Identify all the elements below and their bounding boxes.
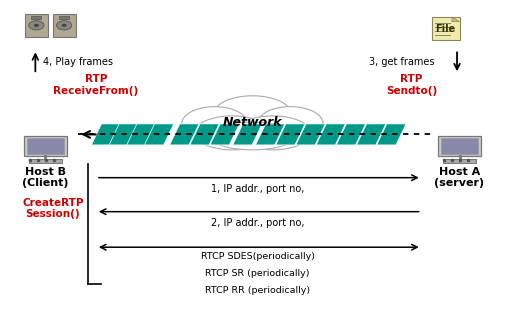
Bar [59, 16, 69, 19]
Bar [441, 138, 478, 154]
Polygon shape [316, 124, 345, 145]
Polygon shape [336, 124, 366, 145]
Polygon shape [190, 124, 219, 145]
Text: RTCP SDES(periodically): RTCP SDES(periodically) [200, 252, 315, 261]
Bar [31, 16, 41, 19]
Text: Host A
(server): Host A (server) [434, 167, 485, 188]
Circle shape [62, 24, 67, 27]
Polygon shape [109, 124, 138, 145]
Circle shape [57, 21, 72, 30]
Text: 2, IP addr., port no,: 2, IP addr., port no, [211, 218, 305, 228]
Polygon shape [256, 124, 285, 145]
Bar [27, 138, 64, 154]
Polygon shape [276, 124, 305, 145]
Text: 4, Play frames: 4, Play frames [43, 57, 113, 67]
Circle shape [29, 21, 44, 30]
Bar [25, 14, 48, 37]
Text: File: File [435, 23, 456, 34]
Bar [443, 159, 476, 163]
Polygon shape [296, 124, 325, 145]
Ellipse shape [258, 107, 323, 141]
Polygon shape [452, 17, 460, 22]
Text: Network: Network [223, 116, 282, 129]
Bar [29, 159, 62, 163]
Polygon shape [233, 124, 262, 145]
Text: RTP
Sendto(): RTP Sendto() [386, 74, 437, 96]
Text: RTCP RR (periodically): RTCP RR (periodically) [205, 286, 310, 295]
Bar [24, 136, 67, 156]
Text: 3, get frames: 3, get frames [369, 57, 434, 67]
Polygon shape [91, 124, 121, 145]
Text: CreateRTP
Session(): CreateRTP Session() [22, 198, 84, 219]
Ellipse shape [194, 116, 270, 150]
Bar [438, 136, 481, 156]
Polygon shape [170, 124, 199, 145]
Bar [53, 14, 76, 37]
Polygon shape [357, 124, 386, 145]
Ellipse shape [182, 107, 247, 141]
Text: RTP
ReceiveFrom(): RTP ReceiveFrom() [54, 74, 138, 96]
Bar [432, 17, 460, 40]
Ellipse shape [235, 116, 311, 150]
Text: Host B
(Client): Host B (Client) [22, 167, 69, 188]
Ellipse shape [210, 122, 295, 150]
Polygon shape [144, 124, 174, 145]
Polygon shape [210, 124, 239, 145]
Text: 1, IP addr., port no,: 1, IP addr., port no, [211, 184, 304, 194]
Polygon shape [377, 124, 406, 145]
Polygon shape [127, 124, 156, 145]
Text: RTCP SR (periodically): RTCP SR (periodically) [206, 269, 310, 278]
Circle shape [34, 24, 39, 27]
Ellipse shape [215, 96, 290, 130]
